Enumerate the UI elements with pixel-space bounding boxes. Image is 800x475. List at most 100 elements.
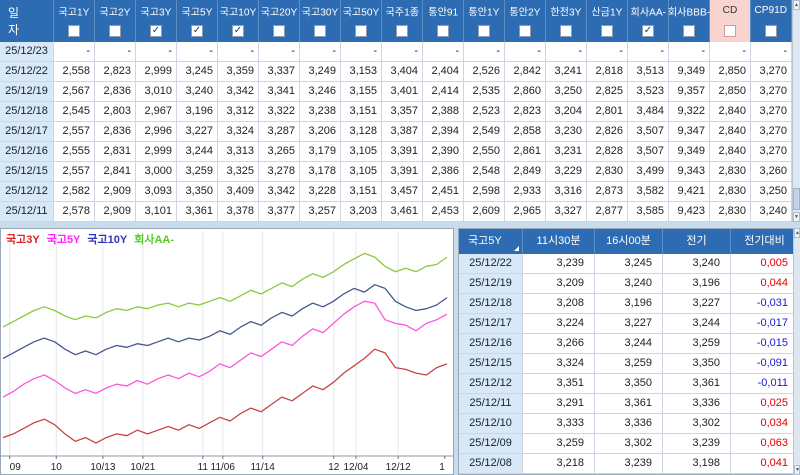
column-header-2[interactable]: 국고3Y ✓: [136, 0, 177, 42]
detail-column-header-3[interactable]: 전기: [663, 229, 731, 254]
value-cell: 3,209: [523, 274, 595, 294]
value-cell: 3,287: [259, 122, 300, 142]
scroll-up-icon[interactable]: ▲: [793, 0, 800, 10]
column-header-5[interactable]: 국고20Y: [259, 0, 300, 42]
column-checkbox[interactable]: [683, 25, 695, 37]
table-row[interactable]: 25/12/16 3,266 3,244 3,259 -0,015: [459, 334, 799, 354]
column-header-12[interactable]: 한전3Y: [546, 0, 587, 42]
table-row[interactable]: 25/12/22 2,558 2,823 2,999 3,245 3,359 3,337 3,…: [0, 62, 792, 82]
scroll-up-icon[interactable]: ▲: [794, 228, 800, 238]
detail-table-scrollbar[interactable]: ▲ ▼: [793, 228, 800, 475]
value-cell: 3,230: [546, 122, 587, 142]
table-row[interactable]: 25/12/18 2,545 2,803 2,967 3,196 3,312 3,322 3,…: [0, 102, 792, 122]
column-checkbox[interactable]: [396, 25, 408, 37]
column-label: 국고20Y: [260, 7, 298, 19]
rates-chart-panel: 국고3Y 국고5Y 국고10Y 회사AA- 09 10 10/13 10/21 11 11/06…: [0, 228, 454, 475]
column-header-16[interactable]: CD: [710, 0, 751, 42]
table-row[interactable]: 25/12/16 2,555 2,831 2,999 3,244 3,313 3,265 3,…: [0, 142, 792, 162]
column-header-7[interactable]: 국고50Y: [341, 0, 382, 42]
detail-column-header-4[interactable]: 전기대비: [731, 229, 799, 254]
change-cell: 0,063: [731, 434, 799, 454]
date-cell: 25/12/10: [459, 414, 523, 434]
table-row[interactable]: 25/12/22 3,239 3,245 3,240 0,005: [459, 254, 799, 274]
value-cell: 3,333: [523, 414, 595, 434]
table-row[interactable]: 25/12/11 2,578 2,909 3,101 3,361 3,378 3,377 3,…: [0, 202, 792, 222]
column-checkbox[interactable]: [724, 25, 736, 37]
value-cell: 3,325: [218, 162, 259, 182]
column-checkbox[interactable]: [109, 25, 121, 37]
column-header-6[interactable]: 국고30Y: [300, 0, 341, 42]
column-checkbox[interactable]: [314, 25, 326, 37]
scrollbar-thumb[interactable]: [793, 188, 800, 210]
column-checkbox-checked[interactable]: ✓: [191, 25, 203, 37]
column-header-1[interactable]: 국고2Y: [95, 0, 136, 42]
table-row[interactable]: 25/12/15 3,324 3,259 3,350 -0,091: [459, 354, 799, 374]
column-checkbox[interactable]: [601, 25, 613, 37]
value-cell: 2,840: [710, 142, 751, 162]
column-checkbox[interactable]: [437, 25, 449, 37]
scroll-down-icon[interactable]: ▼: [794, 465, 800, 475]
value-cell: 3,377: [259, 202, 300, 222]
column-checkbox[interactable]: [273, 25, 285, 37]
column-checkbox[interactable]: [355, 25, 367, 37]
column-checkbox[interactable]: [765, 25, 777, 37]
table-row[interactable]: 25/12/19 3,209 3,240 3,196 0,044: [459, 274, 799, 294]
column-checkbox-checked[interactable]: ✓: [150, 25, 162, 37]
table-row[interactable]: 25/12/09 3,259 3,302 3,239 0,063: [459, 434, 799, 454]
value-cell: 3,250: [751, 182, 792, 202]
rates-table-scrollbar[interactable]: ▲ ▼: [792, 0, 800, 222]
value-cell: 3,249: [300, 62, 341, 82]
column-header-14[interactable]: 회사AA- ✓: [628, 0, 669, 42]
table-row[interactable]: 25/12/17 3,224 3,227 3,244 -0,017: [459, 314, 799, 334]
value-cell: 3,151: [341, 182, 382, 202]
table-row[interactable]: 25/12/23- - - - - - - - - - - - - - - - - -: [0, 42, 792, 62]
x-tick-label: 09: [10, 462, 22, 473]
table-row[interactable]: 25/12/12 2,582 2,909 3,093 3,350 3,409 3,342 3,…: [0, 182, 792, 202]
value-cell: -: [464, 42, 505, 62]
detail-column-header-2[interactable]: 16시00분: [595, 229, 663, 254]
value-cell: 2,404: [423, 62, 464, 82]
column-label: 국고30Y: [301, 7, 339, 19]
column-header-11[interactable]: 통안2Y: [505, 0, 546, 42]
column-header-13[interactable]: 산금1Y: [587, 0, 628, 42]
value-cell: 2,386: [423, 162, 464, 182]
table-row[interactable]: 25/12/08 3,218 3,239 3,198 0,041: [459, 454, 799, 474]
column-header-10[interactable]: 통안1Y: [464, 0, 505, 42]
column-checkbox[interactable]: [68, 25, 80, 37]
table-row[interactable]: 25/12/15 2,557 2,841 3,000 3,259 3,325 3,278 3,…: [0, 162, 792, 182]
table-row[interactable]: 25/12/18 3,208 3,196 3,227 -0,031: [459, 294, 799, 314]
column-label: 국고2Y: [99, 7, 131, 19]
column-checkbox[interactable]: [560, 25, 572, 37]
column-header-15[interactable]: 회사BBB-: [668, 0, 710, 42]
change-cell: 0,041: [731, 454, 799, 474]
column-header-0[interactable]: 국고1Y: [54, 0, 95, 42]
column-header-4[interactable]: 국고10Y ✓: [218, 0, 259, 42]
value-cell: 3,327: [546, 202, 587, 222]
date-column-header[interactable]: 일 자: [0, 0, 54, 42]
scroll-down-icon[interactable]: ▼: [793, 212, 800, 222]
column-checkbox-checked[interactable]: ✓: [232, 25, 244, 37]
table-row[interactable]: 25/12/19 2,567 2,836 3,010 3,240 3,342 3,341 3,…: [0, 82, 792, 102]
value-cell: 3,196: [177, 102, 218, 122]
value-cell: 3,206: [300, 122, 341, 142]
column-header-17[interactable]: CP91D: [751, 0, 792, 42]
value-cell: -: [218, 42, 259, 62]
column-checkbox[interactable]: [519, 25, 531, 37]
x-tick-label: 12/04: [343, 462, 368, 473]
column-checkbox[interactable]: [478, 25, 490, 37]
column-header-3[interactable]: 국고5Y ✓: [177, 0, 218, 42]
column-header-8[interactable]: 국주1종: [382, 0, 423, 42]
table-row[interactable]: 25/12/12 3,351 3,350 3,361 -0,011: [459, 374, 799, 394]
value-cell: 3,239: [663, 434, 731, 454]
detail-column-header-0[interactable]: 국고5Y: [459, 229, 523, 254]
detail-column-header-1[interactable]: 11시30분: [523, 229, 595, 254]
table-row[interactable]: 25/12/10 3,333 3,336 3,302 0,034: [459, 414, 799, 434]
table-row[interactable]: 25/12/17 2,557 2,836 2,996 3,227 3,324 3,287 3,…: [0, 122, 792, 142]
value-cell: 2,526: [464, 62, 505, 82]
value-cell: 3,010: [136, 82, 177, 102]
column-header-9[interactable]: 통안91: [423, 0, 464, 42]
value-cell: 2,999: [136, 62, 177, 82]
column-checkbox-checked[interactable]: ✓: [642, 25, 654, 37]
value-cell: 3,585: [628, 202, 669, 222]
table-row[interactable]: 25/12/11 3,291 3,361 3,336 0,025: [459, 394, 799, 414]
